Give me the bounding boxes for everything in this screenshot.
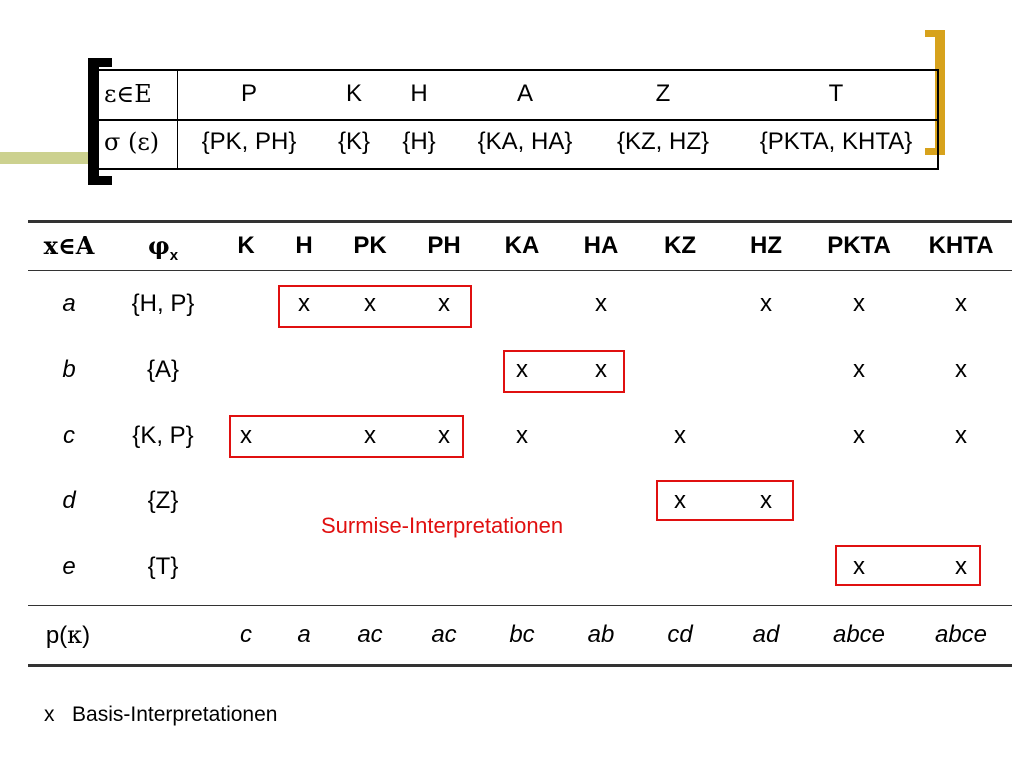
- right-bracket-top: [925, 30, 945, 37]
- header-phi-subscript: x: [169, 246, 179, 264]
- row-set: {Z}: [147, 487, 179, 514]
- header-phi-symbol: φ: [147, 231, 170, 260]
- column-header-KZ: KZ: [664, 232, 696, 259]
- top-value-A: {KA, HA}: [477, 128, 573, 155]
- top-value-Z: {KZ, HZ}: [616, 128, 710, 155]
- column-header-KA: KA: [504, 232, 540, 259]
- footer-value: abce: [934, 621, 988, 648]
- row-label: b: [62, 356, 76, 383]
- highlight-box-e: [835, 545, 981, 586]
- column-header-HZ: HZ: [750, 232, 782, 259]
- event-mapping-table: ε∈E σ (ε) P K H A Z T {PK, PH} {K} {H} {…: [93, 69, 939, 170]
- basis-mark: x: [595, 290, 607, 317]
- surmise-label: Surmise-Interpretationen: [321, 513, 564, 538]
- footer-value: cd: [667, 621, 693, 648]
- basis-mark: x: [595, 356, 607, 383]
- footer-value: c: [240, 621, 252, 648]
- column-header-HA: HA: [583, 232, 619, 259]
- table-top-rule: [28, 220, 1012, 223]
- row-label: a: [62, 290, 76, 317]
- legend-text: Basis-Interpretationen: [72, 703, 278, 726]
- top-value-T: {PKTA, KHTA}: [759, 128, 913, 155]
- footer-label: p(κ): [46, 621, 90, 650]
- basis-mark: x: [760, 290, 772, 317]
- decorative-bar: [0, 152, 96, 164]
- header-x-in-A: x∈A: [43, 231, 95, 260]
- top-header-A: A: [516, 80, 534, 107]
- top-row2-label: σ (ε): [104, 128, 160, 156]
- basis-mark: x: [674, 422, 686, 449]
- highlight-box-c: [229, 415, 464, 458]
- column-header-K: K: [237, 232, 255, 259]
- basis-mark: x: [853, 290, 865, 317]
- footer-value: bc: [509, 621, 535, 648]
- row-separator: [95, 119, 937, 121]
- footer-label-kappa: κ: [67, 621, 83, 649]
- left-bracket-bottom: [88, 176, 112, 185]
- footer-value: ac: [431, 621, 457, 648]
- column-header-PK: PK: [353, 232, 387, 259]
- top-header-H: H: [410, 80, 428, 107]
- top-value-P: {PK, PH}: [201, 128, 297, 155]
- basis-mark: x: [516, 422, 528, 449]
- basis-mark: x: [853, 356, 865, 383]
- basis-mark: x: [955, 553, 967, 580]
- basis-mark: x: [853, 422, 865, 449]
- header-phi: φx: [148, 232, 178, 270]
- top-header-Z: Z: [655, 80, 671, 107]
- basis-mark: x: [438, 290, 450, 317]
- column-header-PKTA: PKTA: [827, 232, 891, 259]
- top-value-K: {K}: [337, 128, 371, 155]
- table-footer-rule: [28, 605, 1012, 606]
- left-bracket-top: [88, 58, 112, 67]
- top-value-H: {H}: [402, 128, 436, 155]
- top-header-K: K: [345, 80, 363, 107]
- footer-label-prefix: p(: [45, 622, 68, 649]
- top-header-P: P: [240, 80, 258, 107]
- footer-value: ac: [357, 621, 383, 648]
- highlight-box-b: [503, 350, 625, 393]
- footer-value: abce: [832, 621, 886, 648]
- basis-mark: x: [853, 553, 865, 580]
- row-label: c: [63, 422, 75, 449]
- footer-value: ad: [752, 621, 780, 648]
- row-set: {K, P}: [132, 422, 194, 449]
- column-separator: [177, 71, 178, 168]
- footer-value: a: [297, 621, 311, 648]
- column-header-KHTA: KHTA: [928, 232, 994, 259]
- footer-value: ab: [587, 621, 615, 648]
- table-header-rule: [28, 270, 1012, 271]
- row-label: e: [62, 553, 76, 580]
- basis-mark: x: [364, 290, 376, 317]
- column-header-PH: PH: [427, 232, 461, 259]
- basis-mark: x: [955, 422, 967, 449]
- highlight-box-a: [278, 285, 472, 328]
- footer-label-suffix: ): [82, 622, 91, 649]
- legend: x Basis-Interpretationen: [44, 702, 277, 728]
- row-set: {T}: [147, 553, 179, 580]
- table-bottom-rule: [28, 664, 1012, 667]
- basis-mark: x: [674, 487, 686, 514]
- basis-mark: x: [298, 290, 310, 317]
- row-set: {H, P}: [131, 290, 195, 317]
- basis-mark: x: [760, 487, 772, 514]
- basis-mark: x: [955, 356, 967, 383]
- row-set: {A}: [146, 356, 180, 383]
- column-header-H: H: [295, 232, 313, 259]
- basis-mark: x: [240, 422, 252, 449]
- top-header-T: T: [828, 80, 844, 107]
- legend-symbol: x: [44, 703, 55, 726]
- basis-mark: x: [364, 422, 376, 449]
- row-label: d: [62, 487, 76, 514]
- basis-mark: x: [438, 422, 450, 449]
- basis-mark: x: [955, 290, 967, 317]
- right-bracket-bottom: [925, 148, 945, 155]
- highlight-box-d: [656, 480, 794, 521]
- basis-mark: x: [516, 356, 528, 383]
- top-row1-label: ε∈E: [104, 80, 152, 108]
- right-bracket: [935, 30, 945, 155]
